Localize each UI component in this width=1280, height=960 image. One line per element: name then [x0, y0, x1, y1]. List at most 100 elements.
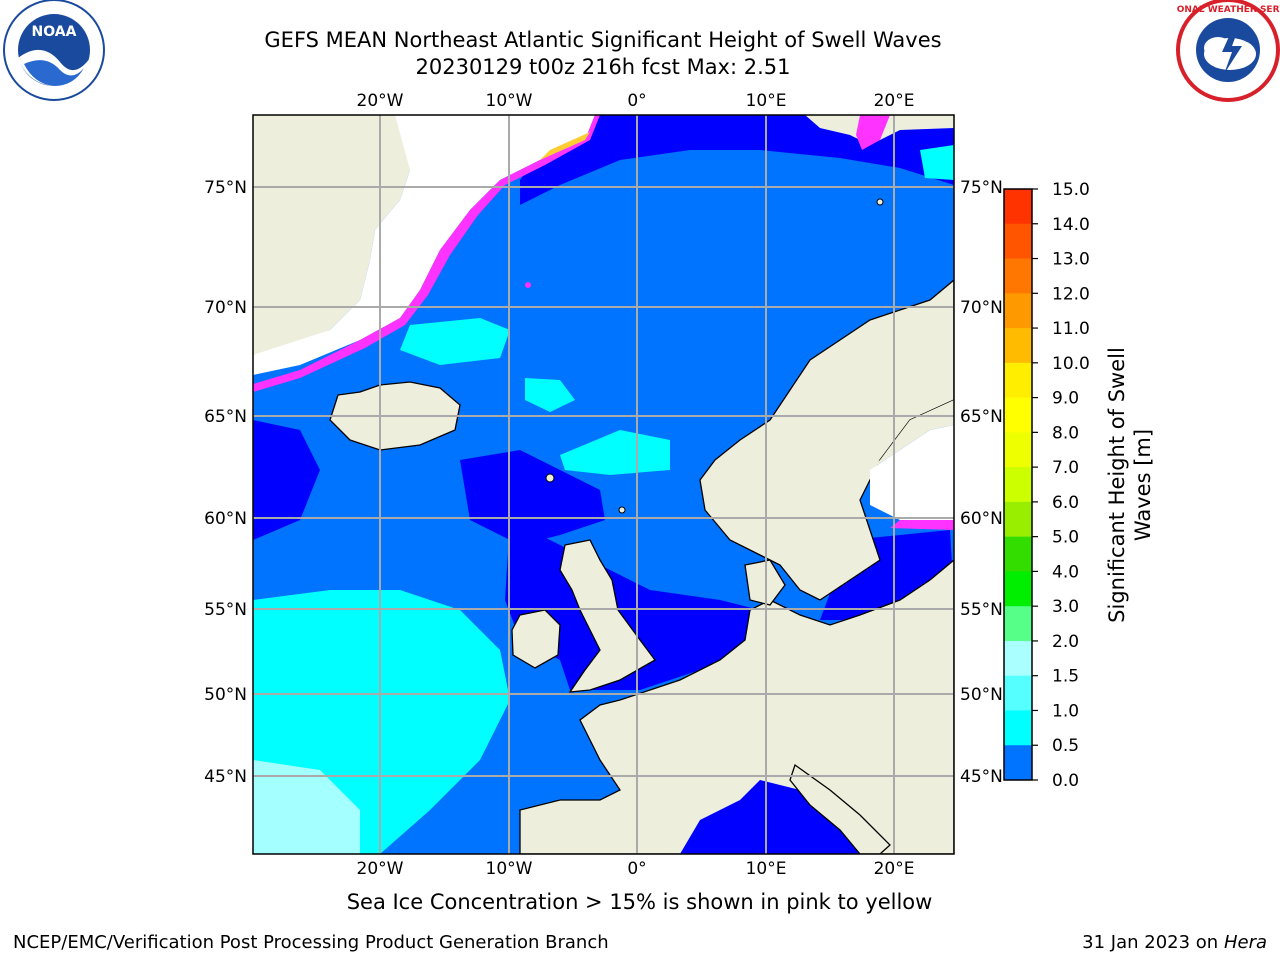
lat-label-left: 50°N — [204, 685, 247, 705]
noaa-logo-text: NOAA — [32, 24, 77, 40]
lat-label-right: 65°N — [960, 407, 1003, 427]
faroe-islands — [545, 473, 555, 483]
chart-subtitle: 20230129 t00z 216h fcst Max: 2.51 — [415, 55, 791, 79]
ocean-dark-west — [253, 420, 320, 540]
colorbar-tick-label: 5.0 — [1052, 528, 1079, 548]
ocean-cyan-patch4 — [920, 145, 954, 180]
colorbar-segment — [1004, 397, 1032, 433]
scandinavia-land — [699, 279, 954, 601]
colorbar-tick-label: 2.0 — [1052, 632, 1079, 652]
footer-host: Hera — [1223, 932, 1267, 953]
lat-label-right: 60°N — [960, 509, 1003, 529]
lat-label-left: 60°N — [204, 509, 247, 529]
colorbar-tick-label: 1.0 — [1052, 701, 1079, 721]
colorbar-segment — [1004, 467, 1032, 503]
colorbar-tick-label: 4.0 — [1052, 562, 1079, 582]
ice-caption: Sea Ice Concentration > 15% is shown in … — [346, 890, 933, 914]
lon-label-top: 10°E — [746, 91, 787, 111]
lon-label-bottom: 10°E — [746, 859, 787, 879]
colorbar-segment — [1004, 745, 1032, 781]
ocean-lightcyan-sw — [253, 760, 360, 854]
colorbar-tick-label: 7.0 — [1052, 458, 1079, 478]
ocean-deep-north — [520, 115, 954, 205]
ocean-cyan-patch2 — [525, 378, 575, 412]
lon-label-top: 20°W — [357, 91, 404, 111]
bear-island — [876, 198, 884, 206]
colorbar-segment — [1004, 710, 1032, 746]
lat-label-right: 45°N — [960, 767, 1003, 787]
colorbar-segment — [1004, 536, 1032, 572]
lon-label-bottom: 0° — [627, 859, 646, 879]
colorbar-segment — [1004, 432, 1032, 468]
lat-label-left: 45°N — [204, 767, 247, 787]
colorbar-segment — [1004, 501, 1032, 538]
colorbar-tick-label: 13.0 — [1052, 250, 1090, 270]
colorbar-tick-label: 1.5 — [1052, 667, 1079, 687]
colorbar-segment — [1004, 640, 1032, 677]
gulf-bothnia-ice — [870, 425, 954, 525]
ocean-cyan-patch3 — [560, 430, 670, 475]
lon-label-bottom: 20°W — [357, 859, 404, 879]
chart-title: GEFS MEAN Northeast Atlantic Significant… — [264, 28, 942, 52]
lon-label-bottom: 20°E — [874, 859, 915, 879]
baltic-ice-edge — [890, 520, 954, 530]
ocean-dark-faroe — [460, 450, 605, 545]
shetland-islands — [618, 506, 626, 514]
colorbar-tick-label: 11.0 — [1052, 319, 1090, 339]
lat-label-right: 75°N — [960, 178, 1003, 198]
lon-label-top: 10°W — [486, 91, 533, 111]
italy-land — [789, 763, 891, 854]
europe-land — [519, 559, 954, 854]
lat-label-right: 55°N — [960, 600, 1003, 620]
colorbar-tick-label: 10.0 — [1052, 354, 1090, 374]
ireland-land — [511, 609, 561, 669]
colorbar-tick-label: 15.0 — [1052, 180, 1090, 200]
colorbar-segment — [1004, 362, 1032, 399]
map-frame — [252, 114, 955, 855]
lat-label-left: 65°N — [204, 407, 247, 427]
colorbar-tick-label: 14.0 — [1052, 215, 1090, 235]
nws-logo-text: NATIONAL WEATHER SERVICE — [1176, 5, 1280, 15]
svalbard-ice — [856, 115, 890, 150]
colorbar-segment — [1004, 293, 1032, 329]
lat-label-left: 55°N — [204, 600, 247, 620]
footer-date: 31 Jan 2023 on Hera — [1082, 932, 1267, 953]
colorbar-segment — [1004, 571, 1032, 607]
colorbar-tick-label: 0.0 — [1052, 771, 1079, 791]
map-content — [253, 115, 954, 854]
lon-label-top: 0° — [627, 91, 646, 111]
noaa-logo: NOAA — [3, 0, 105, 101]
colorbar: 15.0 14.0 13.0 12.0 11.0 10.0 9.0 8.0 7.0 6.0 5.0 4… — [1003, 180, 1090, 791]
colorbar-segment — [1004, 328, 1032, 364]
colorbar-segment — [1004, 223, 1032, 260]
footer-credit: NCEP/EMC/Verification Post Processing Pr… — [13, 932, 609, 953]
colorbar-frame — [1003, 188, 1033, 781]
colorbar-segment — [1004, 258, 1032, 294]
nws-logo: NATIONAL WEATHER SERVICE — [1176, 0, 1280, 102]
map-grid — [253, 115, 954, 854]
sea-ice-east-greenland — [253, 115, 595, 375]
jan-mayen-ice — [525, 282, 531, 288]
mediterranean — [680, 780, 880, 854]
colorbar-tick-label: 0.5 — [1052, 736, 1079, 756]
lat-label-left: 70°N — [204, 298, 247, 318]
colorbar-tick-label: 12.0 — [1052, 284, 1090, 304]
lon-label-bottom: 10°W — [486, 859, 533, 879]
colorbar-tick-label: 9.0 — [1052, 389, 1079, 409]
greenland-land — [253, 115, 420, 355]
colorbar-segment — [1004, 189, 1032, 225]
colorbar-tick-label: 8.0 — [1052, 423, 1079, 443]
lon-label-top: 20°E — [874, 91, 915, 111]
sea-ice-edge-yellow — [540, 132, 590, 160]
great-britain-land — [559, 539, 656, 693]
footer-date-text: 31 Jan 2023 on — [1082, 932, 1219, 953]
lat-label-left: 75°N — [204, 178, 247, 198]
lat-label-right: 50°N — [960, 685, 1003, 705]
colorbar-segment — [1004, 675, 1032, 711]
colorbar-label: Significant Height of Swell Waves [m] — [1105, 347, 1155, 623]
lat-label-right: 70°N — [960, 298, 1003, 318]
ocean-cyan-patch1 — [400, 318, 510, 365]
colorbar-tick-label: 3.0 — [1052, 597, 1079, 617]
colorbar-tick-label: 6.0 — [1052, 493, 1079, 513]
